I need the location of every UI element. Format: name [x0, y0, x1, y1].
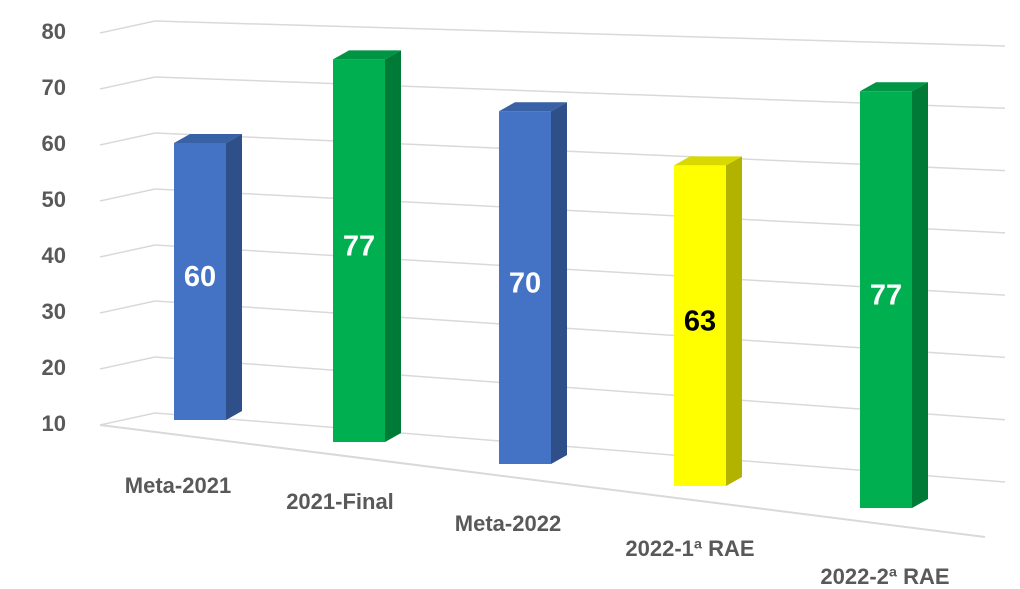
bar-side-shade	[385, 50, 401, 443]
bar-side	[912, 82, 928, 508]
grid-line	[99, 76, 1006, 110]
x-tick-label: Meta-2021	[125, 473, 231, 498]
bar-top	[674, 156, 742, 166]
value-label: 77	[343, 230, 375, 262]
value-label: 77	[870, 279, 902, 311]
floor-edge	[99, 424, 986, 538]
bar-side	[226, 134, 242, 420]
bar-side	[726, 156, 742, 486]
bar-side-shade	[912, 82, 928, 508]
bar-top-shade	[174, 134, 242, 143]
bar-side-shade	[551, 102, 567, 464]
y-tick-label: 20	[42, 355, 66, 380]
bar	[674, 165, 726, 486]
y-tick-label: 50	[42, 187, 66, 212]
x-tick-label: 2022-2ª RAE	[820, 564, 949, 589]
bar-side	[551, 102, 567, 464]
y-tick-label: 10	[42, 411, 66, 436]
bar	[333, 59, 385, 443]
bar-top-shade	[499, 102, 567, 112]
bar-top-shade	[674, 156, 742, 166]
x-tick-label: Meta-2022	[455, 511, 561, 536]
bar-top	[499, 102, 567, 112]
bar-top	[860, 82, 928, 92]
bar-top-shade	[333, 50, 401, 60]
bar-top	[333, 50, 401, 60]
x-tick-label: 2022-1ª RAE	[625, 536, 754, 561]
bar-side-shade	[726, 156, 742, 486]
value-label: 70	[509, 267, 541, 299]
value-label: 60	[184, 261, 216, 293]
x-tick-label: 2021-Final	[286, 489, 394, 514]
grid-line	[99, 20, 1006, 47]
bar	[499, 111, 551, 464]
y-tick-label: 30	[42, 299, 66, 324]
bar-side	[385, 50, 401, 443]
bar	[174, 143, 226, 420]
y-tick-label: 60	[42, 131, 66, 156]
bar-top	[174, 134, 242, 143]
value-label: 63	[684, 305, 716, 337]
y-tick-label: 70	[42, 75, 66, 100]
bar-side-shade	[226, 134, 242, 420]
y-tick-label: 40	[42, 243, 66, 268]
bar-top-shade	[860, 82, 928, 92]
y-tick-label: 80	[42, 19, 66, 44]
bar	[860, 91, 912, 508]
